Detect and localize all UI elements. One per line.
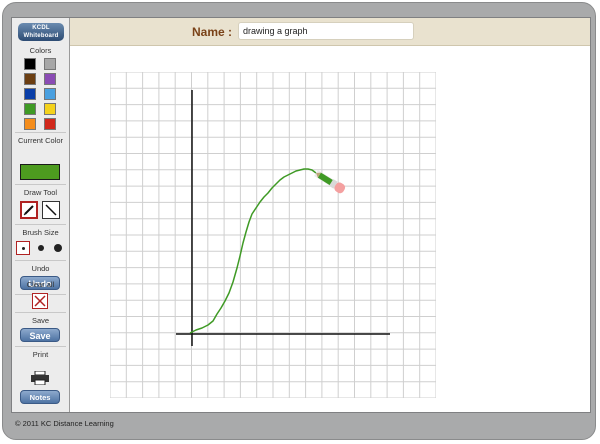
undo-button[interactable]: Undo — [20, 276, 60, 290]
logo-line-1: KCDL — [32, 25, 50, 31]
whiteboard-window: KCDL Whiteboard Colors Current Color Dra… — [11, 17, 591, 413]
name-header: Name : — [70, 18, 590, 46]
colors-label: Colors — [29, 46, 52, 55]
divider — [15, 132, 66, 133]
draw-tool-label: Draw Tool — [23, 188, 58, 197]
copyright-text: © 2011 KC Distance Learning — [15, 419, 114, 428]
app-frame: KCDL Whiteboard Colors Current Color Dra… — [2, 2, 596, 440]
divider — [15, 184, 66, 185]
notes-button[interactable]: Notes — [20, 390, 60, 404]
pencil-tool-button[interactable] — [20, 201, 38, 219]
divider — [15, 224, 66, 225]
print-button[interactable] — [30, 370, 50, 386]
name-input[interactable] — [238, 22, 414, 40]
brush-size-small[interactable] — [16, 241, 30, 255]
drawing-canvas[interactable] — [110, 72, 436, 398]
color-swatch[interactable] — [24, 58, 36, 70]
clear-x-icon — [34, 295, 46, 307]
undo-label: Undo — [31, 264, 50, 273]
color-swatch[interactable] — [24, 73, 36, 85]
divider — [15, 346, 66, 347]
color-swatch[interactable] — [24, 118, 36, 130]
large-dot-icon — [54, 244, 62, 252]
print-label: Print — [32, 350, 49, 359]
color-swatch[interactable] — [44, 103, 56, 115]
line-icon — [45, 204, 57, 216]
divider — [15, 312, 66, 313]
logo-line-2: Whiteboard — [23, 33, 59, 39]
clear-all-button[interactable] — [32, 293, 48, 309]
line-tool-button[interactable] — [42, 201, 60, 219]
medium-dot-icon — [38, 245, 44, 251]
color-swatch[interactable] — [44, 73, 56, 85]
color-swatch[interactable] — [44, 58, 56, 70]
small-dot-icon — [22, 247, 25, 250]
brush-size-medium[interactable] — [34, 241, 48, 255]
brush-size-large[interactable] — [51, 241, 65, 255]
name-label: Name : — [192, 25, 233, 39]
current-color-label: Current Color — [17, 136, 63, 145]
kcdl-logo: KCDL Whiteboard — [18, 23, 64, 41]
color-swatch[interactable] — [44, 88, 56, 100]
tool-sidebar: KCDL Whiteboard Colors Current Color Dra… — [12, 18, 70, 412]
save-label: Save — [31, 316, 50, 325]
current-color-swatch — [20, 164, 60, 180]
pencil-icon — [23, 205, 34, 216]
save-button[interactable]: Save — [20, 328, 60, 342]
brush-size-label: Brush Size — [22, 228, 59, 237]
drawn-curve — [189, 168, 317, 334]
pencil-eraser-cursor-icon — [314, 170, 346, 194]
divider — [15, 260, 66, 261]
color-swatch[interactable] — [44, 118, 56, 130]
clear-all-label: Clear all — [26, 280, 55, 289]
color-swatch[interactable] — [24, 103, 36, 115]
printer-icon — [31, 370, 49, 386]
color-swatch[interactable] — [24, 88, 36, 100]
grid — [110, 72, 436, 398]
